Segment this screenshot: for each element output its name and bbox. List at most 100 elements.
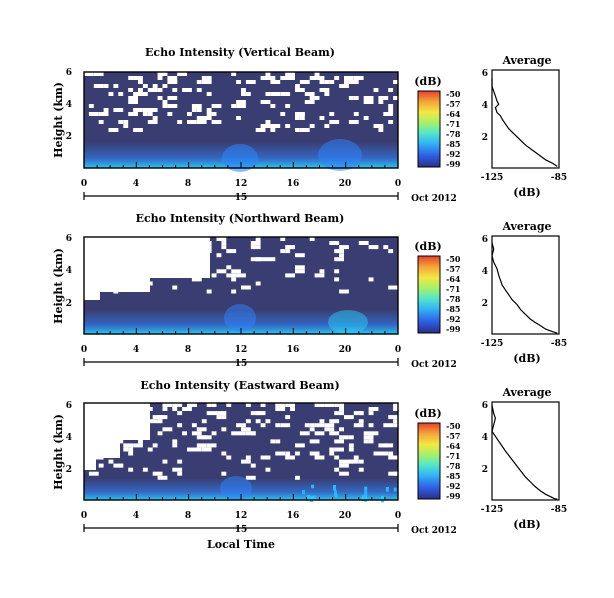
no-data-cell — [285, 245, 295, 250]
no-data-cell — [201, 249, 212, 254]
no-data-cell — [348, 96, 354, 100]
no-data-cell — [128, 269, 138, 274]
no-data-cell — [295, 116, 300, 120]
y-tick-label: 6 — [66, 401, 72, 411]
no-data-cell — [147, 120, 158, 124]
no-data-cell — [196, 435, 207, 440]
no-data-cell — [123, 443, 134, 448]
no-data-cell — [138, 92, 148, 96]
x-tick-label: 0 — [395, 179, 401, 189]
no-data-cell — [260, 128, 266, 132]
y-tick-label: 6 — [66, 234, 72, 244]
no-data-cell — [118, 411, 129, 416]
date-month-year: Oct 2012 — [411, 194, 457, 204]
no-data-cell — [128, 467, 134, 472]
echo-enhancement-evening — [328, 310, 368, 334]
no-data-cell — [270, 104, 276, 108]
y-axis-label: Height (km) — [52, 248, 65, 324]
profile-y-tick: 6 — [482, 235, 488, 245]
date-bar: 15 — [83, 358, 399, 369]
no-data-cell — [231, 104, 237, 108]
no-data-cell — [196, 80, 202, 84]
profile-x-label: (dB) — [513, 352, 540, 365]
colorbar-tick: -85 — [446, 139, 460, 149]
no-data-cell — [265, 92, 271, 96]
colorbar-tick: -99 — [446, 491, 461, 501]
colorbar-tick: -50 — [446, 421, 461, 431]
no-data-cell — [265, 419, 271, 424]
no-data-cell — [309, 439, 320, 444]
no-data-cell — [118, 120, 124, 124]
no-data-cell — [133, 415, 143, 420]
colorbar-tick: -99 — [446, 159, 461, 169]
no-data-cell — [309, 96, 315, 100]
x-tick-label: 16 — [287, 511, 300, 521]
no-data-cell — [393, 423, 398, 428]
no-data-cell — [172, 407, 178, 411]
no-data-cell — [147, 447, 153, 452]
no-data-cell — [221, 451, 227, 456]
no-data-cell — [378, 128, 384, 132]
no-data-cell — [98, 120, 104, 124]
no-data-cell — [378, 451, 389, 456]
colorbar-gradient — [417, 422, 441, 500]
no-data-cells — [84, 72, 398, 132]
no-data-cell — [88, 112, 99, 116]
profile-line — [491, 242, 558, 334]
no-data-cell — [285, 124, 291, 128]
panel-title: Echo Intensity (Vertical Beam) — [145, 46, 335, 59]
no-data-cell — [314, 403, 325, 407]
no-data-cell — [348, 447, 354, 452]
no-data-cell — [309, 423, 315, 428]
profile-x-label: (dB) — [513, 186, 540, 199]
no-data-cell — [290, 407, 295, 411]
no-data-cell — [241, 423, 246, 428]
no-data-cell — [309, 237, 315, 241]
no-data-cell — [196, 108, 202, 112]
no-data-cell — [167, 96, 178, 100]
no-data-cell — [299, 128, 310, 132]
no-data-cell — [201, 116, 212, 120]
y-axis-label: Height (km) — [52, 414, 65, 490]
no-data-cell — [295, 84, 300, 88]
no-data-cell — [324, 403, 335, 407]
no-data-cell — [245, 455, 251, 460]
no-data-cell — [339, 427, 344, 432]
no-data-cell — [142, 112, 148, 116]
no-data-cell — [329, 80, 335, 84]
date-day: 15 — [235, 359, 248, 369]
x-tick-label: 4 — [133, 345, 139, 355]
colorbar-tick: -92 — [446, 149, 460, 159]
no-data-cell — [388, 415, 398, 420]
no-data-cell — [290, 72, 295, 76]
no-data-cell — [378, 100, 384, 104]
x-tick-label: 20 — [339, 511, 352, 521]
no-data-cell — [314, 455, 325, 460]
no-data-cell — [285, 104, 291, 108]
no-data-cell — [353, 411, 364, 416]
x-tick-label: 16 — [287, 345, 300, 355]
no-data-cell — [388, 451, 394, 456]
no-data-cell — [128, 100, 138, 104]
y-axis-label: Height (km) — [52, 82, 65, 158]
no-data-cell — [201, 447, 212, 452]
no-data-cell — [260, 100, 271, 104]
no-data-cell — [280, 237, 286, 241]
no-data-cell — [295, 475, 300, 480]
colorbar-tick: -78 — [446, 129, 461, 139]
no-data-cell — [299, 116, 305, 120]
no-data-cell — [295, 269, 305, 274]
no-data-cell — [182, 249, 192, 254]
no-data-cell — [285, 415, 291, 420]
x-tick-label: 8 — [185, 179, 191, 189]
y-tick-label: 4 — [66, 100, 72, 110]
colorbar-tick: -92 — [446, 481, 460, 491]
no-data-cell — [373, 431, 379, 436]
profile-y-tick: 4 — [482, 433, 488, 443]
panel-vertical-beam: Echo Intensity (Vertical Beam) Height (k… — [52, 46, 567, 204]
no-data-cell — [191, 423, 197, 428]
colorbar-tick: -71 — [446, 119, 460, 129]
no-data-cell — [299, 431, 310, 436]
no-data-cell — [236, 80, 241, 84]
no-data-cell — [177, 120, 183, 124]
